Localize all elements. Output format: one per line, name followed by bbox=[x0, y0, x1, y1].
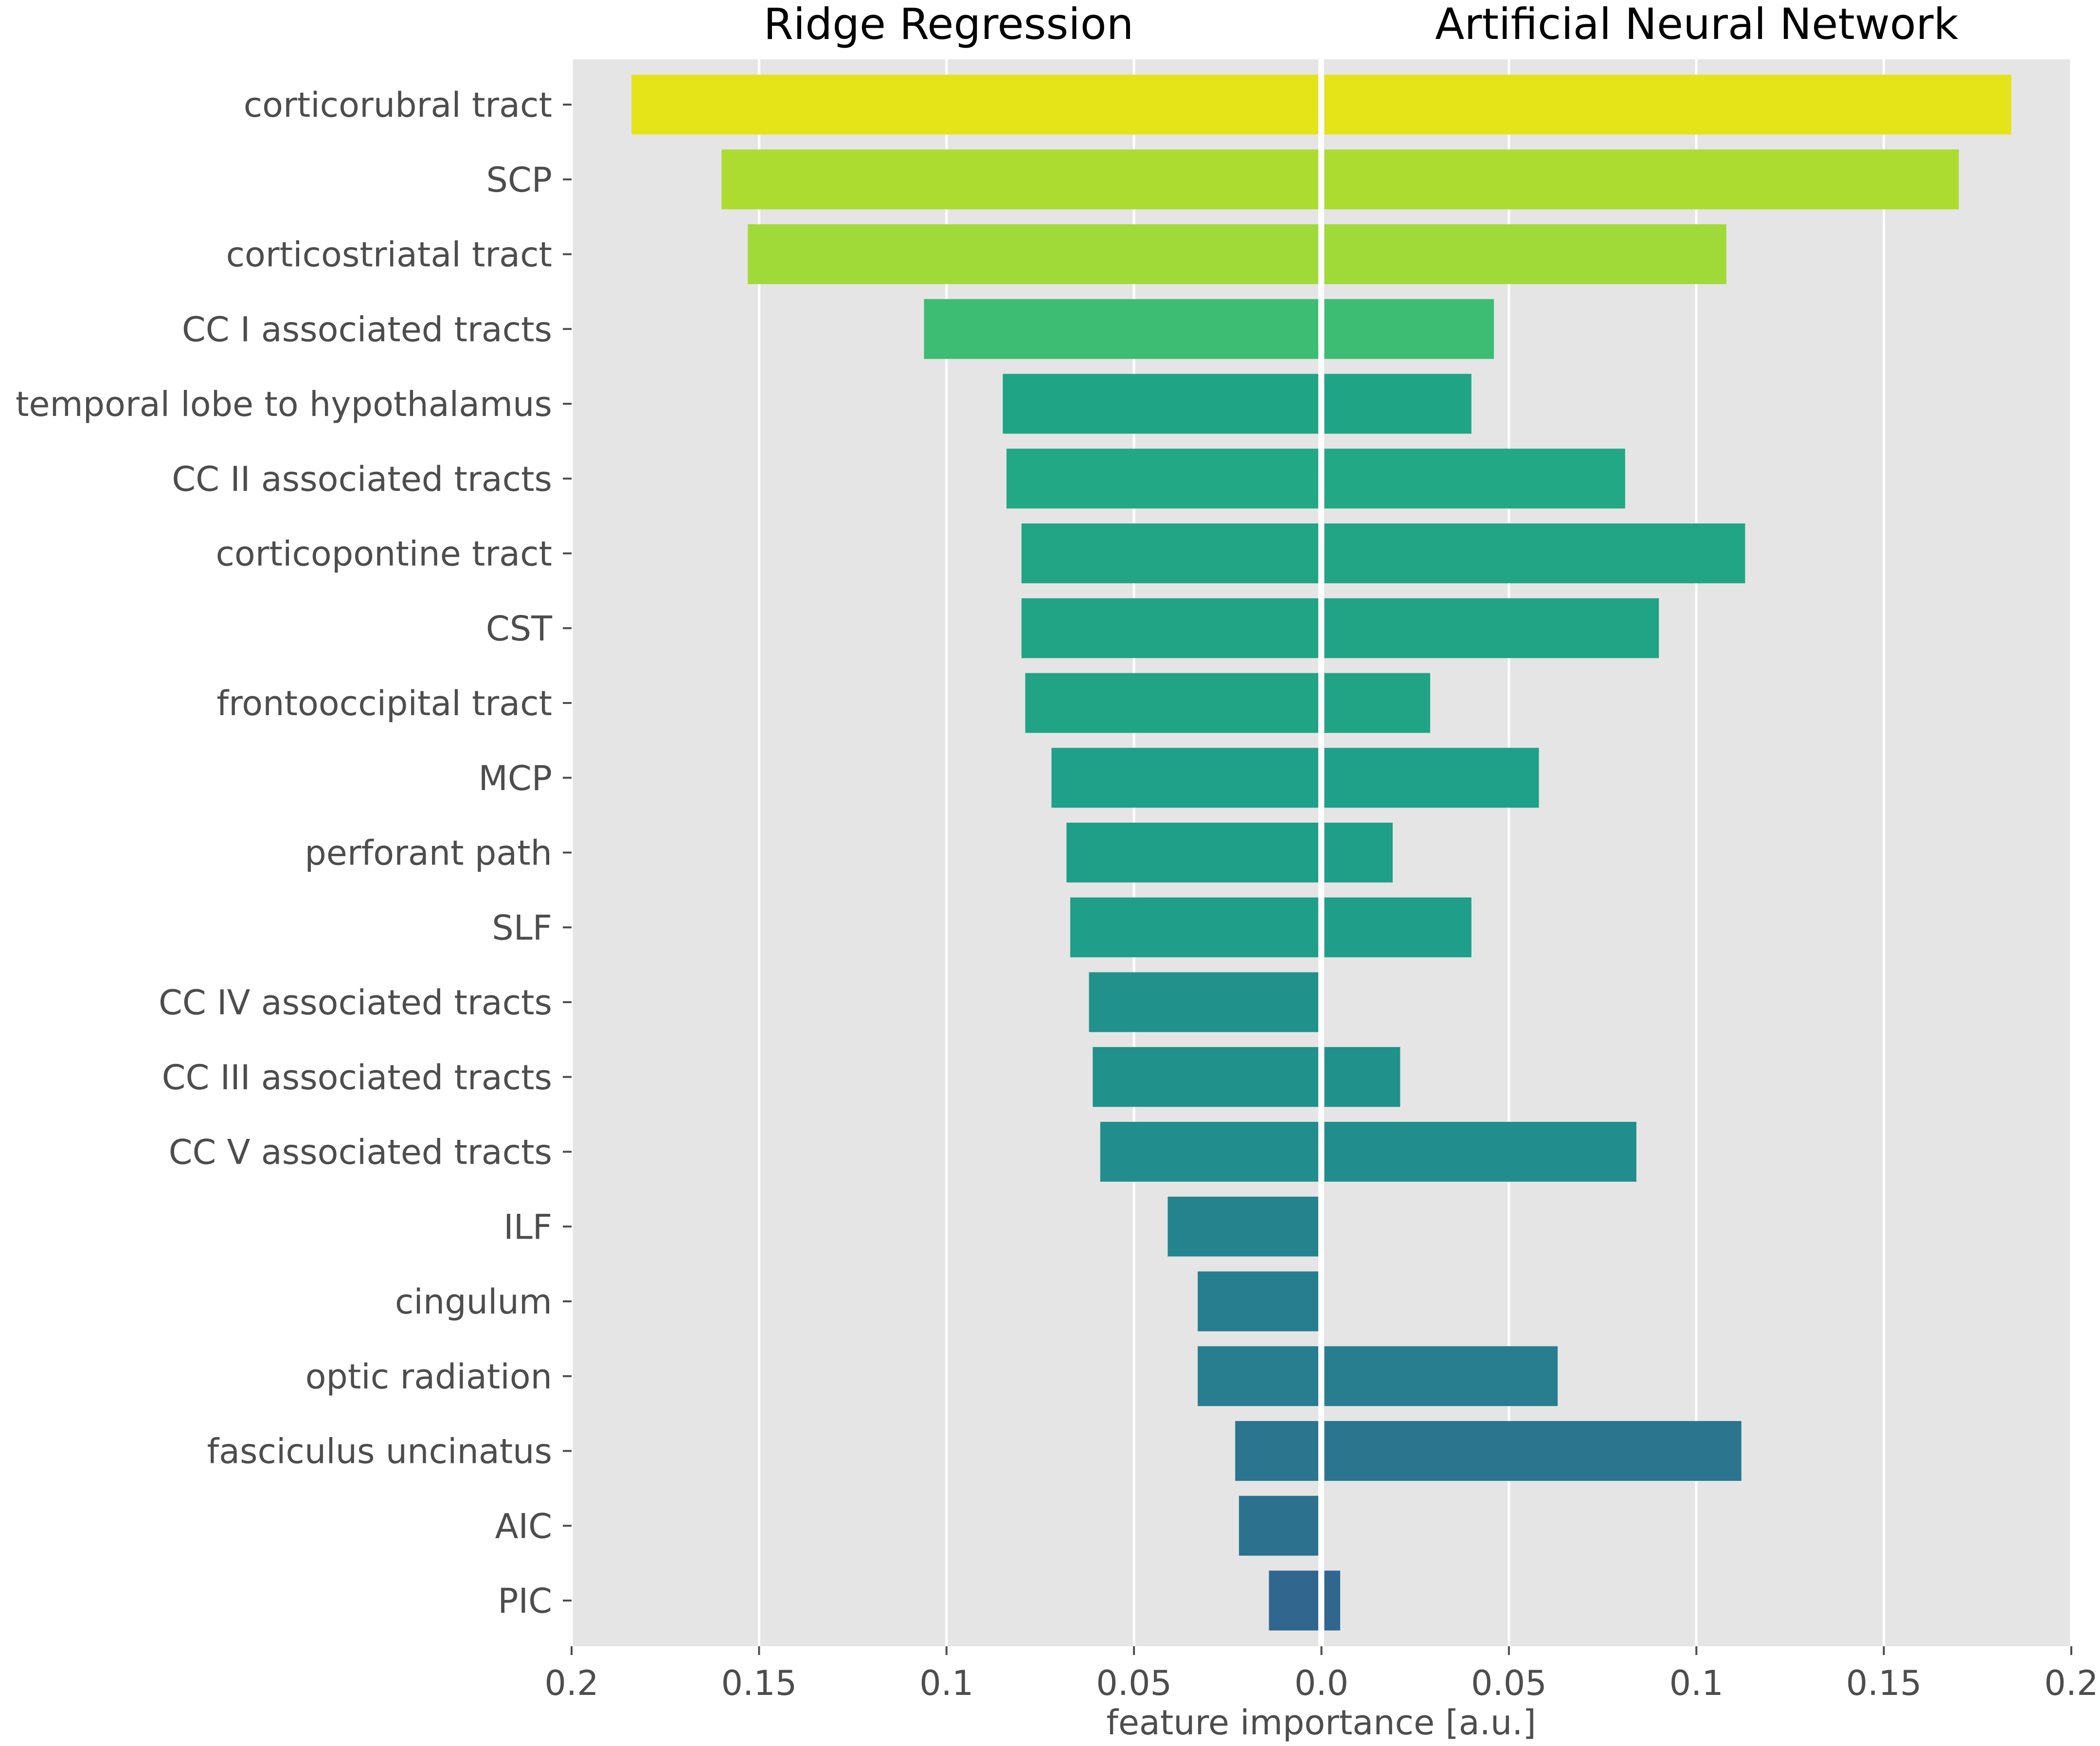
bar-ann bbox=[1324, 673, 1431, 733]
category-label: fasciculus uncinatus bbox=[207, 1432, 552, 1472]
bar-ann bbox=[1324, 598, 1659, 658]
bar-ann bbox=[1324, 523, 1745, 583]
bar-ridge-regression bbox=[924, 299, 1319, 359]
bar-ridge-regression bbox=[1021, 523, 1319, 583]
category-label: AIC bbox=[495, 1506, 552, 1546]
bar-ridge-regression bbox=[1066, 823, 1319, 882]
bar-ann bbox=[1324, 823, 1393, 882]
ann-bars bbox=[1324, 74, 2011, 1631]
bar-ann bbox=[1324, 449, 1625, 509]
category-label: perforant path bbox=[305, 833, 552, 873]
bar-ann bbox=[1324, 897, 1472, 957]
x-tick-label: 0.1 bbox=[919, 1663, 973, 1703]
bar-ann bbox=[1324, 1122, 1636, 1182]
category-label: CC II associated tracts bbox=[172, 459, 552, 499]
bar-ridge-regression bbox=[1070, 897, 1319, 957]
x-axis-ticks: 0.2 0.15 0.1 0.05 0.0 0.05 0.1 0.15 0.2 bbox=[544, 1646, 2099, 1703]
bar-ann bbox=[1324, 299, 1494, 359]
category-label: CC IV associated tracts bbox=[159, 983, 552, 1023]
bar-ridge-regression bbox=[1235, 1421, 1319, 1481]
x-tick-label: 0.0 bbox=[1294, 1663, 1348, 1703]
x-tick-label: 0.05 bbox=[1471, 1663, 1547, 1703]
category-label: corticostriatal tract bbox=[226, 235, 552, 275]
bar-ann bbox=[1324, 149, 1959, 210]
bar-ridge-regression bbox=[1198, 1346, 1319, 1406]
x-tick-label: 0.15 bbox=[1846, 1663, 1922, 1703]
x-tick-label: 0.2 bbox=[2044, 1663, 2098, 1703]
bar-ridge-regression bbox=[1089, 972, 1319, 1032]
category-label: cingulum bbox=[395, 1282, 552, 1322]
x-tick-label: 0.2 bbox=[544, 1663, 598, 1703]
category-label: ILF bbox=[503, 1207, 552, 1247]
category-label: optic radiation bbox=[305, 1357, 552, 1397]
x-axis-label: feature importance [a.u.] bbox=[1106, 1703, 1536, 1743]
bar-ridge-regression bbox=[1167, 1196, 1319, 1257]
ridge-regression-bars bbox=[631, 74, 1319, 1631]
title-artificial-neural-network: Artificial Neural Network bbox=[1435, 0, 1958, 49]
bar-ann bbox=[1324, 1421, 1741, 1481]
category-label: SCP bbox=[486, 160, 552, 200]
category-label: CC V associated tracts bbox=[169, 1133, 552, 1172]
bar-ann bbox=[1324, 74, 2011, 135]
bar-ann bbox=[1324, 224, 1726, 284]
bar-ridge-regression bbox=[1100, 1122, 1319, 1182]
bar-ridge-regression bbox=[748, 224, 1319, 284]
bar-ridge-regression bbox=[1006, 449, 1319, 509]
category-label: frontooccipital tract bbox=[216, 684, 552, 723]
category-label: MCP bbox=[479, 758, 552, 798]
title-ridge-regression: Ridge Regression bbox=[764, 0, 1134, 49]
category-label: CST bbox=[486, 609, 552, 648]
bar-ann bbox=[1324, 748, 1539, 808]
bar-ann bbox=[1324, 1047, 1400, 1107]
bar-ridge-regression bbox=[1051, 748, 1319, 808]
bar-ann bbox=[1324, 374, 1472, 434]
bar-ann bbox=[1324, 1570, 1341, 1631]
bar-ridge-regression bbox=[1093, 1047, 1319, 1107]
center-divider bbox=[1318, 59, 1324, 1646]
category-label: CC I associated tracts bbox=[182, 309, 552, 349]
bar-ridge-regression bbox=[1025, 673, 1319, 733]
x-tick-label: 0.1 bbox=[1669, 1663, 1723, 1703]
category-label: SLF bbox=[492, 908, 552, 948]
category-label: corticorubral tract bbox=[244, 85, 552, 125]
bar-ridge-regression bbox=[1021, 598, 1319, 658]
bar-ridge-regression bbox=[1238, 1495, 1319, 1556]
bar-ridge-regression bbox=[1003, 374, 1319, 434]
category-label: PIC bbox=[498, 1581, 552, 1621]
category-label: corticopontine tract bbox=[215, 534, 552, 574]
category-label: temporal lobe to hypothalamus bbox=[16, 384, 552, 424]
bar-ann bbox=[1324, 1346, 1558, 1406]
category-label: CC III associated tracts bbox=[162, 1058, 552, 1098]
bar-ridge-regression bbox=[631, 74, 1319, 135]
x-tick-label: 0.05 bbox=[1096, 1663, 1172, 1703]
bar-ridge-regression bbox=[1269, 1570, 1319, 1631]
category-labels: corticorubral tract SCP corticostriatal tr… bbox=[16, 85, 572, 1621]
bar-ridge-regression bbox=[1198, 1271, 1319, 1332]
x-tick-label: 0.15 bbox=[721, 1663, 797, 1703]
bar-ridge-regression bbox=[721, 149, 1319, 210]
